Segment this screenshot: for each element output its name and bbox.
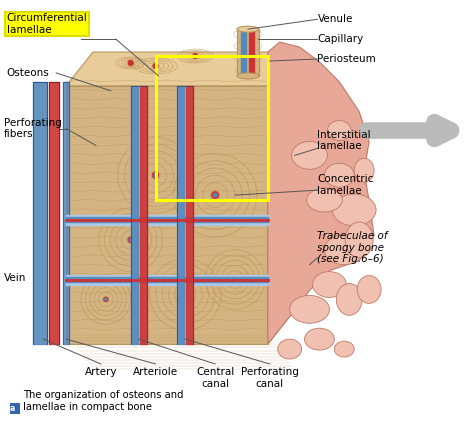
Polygon shape [268, 42, 374, 344]
Ellipse shape [324, 235, 364, 265]
Polygon shape [66, 52, 295, 86]
Ellipse shape [305, 328, 334, 350]
Circle shape [233, 277, 237, 282]
Polygon shape [268, 52, 295, 344]
Text: Interstitial
lamellae: Interstitial lamellae [318, 130, 371, 151]
Circle shape [128, 61, 133, 65]
Text: Perforating
fibers: Perforating fibers [3, 118, 62, 139]
Bar [9, 403, 20, 414]
Ellipse shape [237, 26, 259, 32]
Circle shape [105, 298, 107, 301]
Circle shape [154, 174, 157, 177]
Circle shape [153, 64, 158, 69]
Circle shape [182, 292, 188, 297]
Ellipse shape [324, 163, 354, 187]
Circle shape [193, 53, 198, 59]
Bar [237, 29, 259, 76]
Circle shape [104, 297, 108, 301]
Ellipse shape [292, 141, 328, 169]
Text: a: a [10, 404, 15, 413]
Text: Perforating
canal: Perforating canal [241, 367, 299, 389]
Polygon shape [66, 86, 268, 344]
Circle shape [213, 193, 217, 197]
Text: Venule: Venule [318, 14, 353, 24]
Text: Trabeculae of
spongy bone
(see Fig.6–6): Trabeculae of spongy bone (see Fig.6–6) [318, 231, 388, 264]
Ellipse shape [290, 296, 329, 323]
Ellipse shape [332, 194, 376, 226]
Text: Central
canal: Central canal [196, 367, 234, 389]
Circle shape [129, 239, 132, 241]
Ellipse shape [278, 339, 301, 359]
Text: Concentric
lamellae: Concentric lamellae [318, 174, 374, 196]
Ellipse shape [312, 272, 346, 297]
Ellipse shape [237, 73, 259, 79]
Circle shape [212, 192, 219, 198]
Ellipse shape [337, 283, 362, 315]
Ellipse shape [345, 222, 373, 258]
Text: Artery: Artery [85, 367, 117, 377]
Ellipse shape [357, 276, 381, 304]
Text: Vein: Vein [3, 272, 26, 282]
Ellipse shape [328, 120, 351, 141]
Bar [155, 56, 268, 200]
Text: Capillary: Capillary [318, 34, 364, 44]
Ellipse shape [334, 341, 354, 357]
Text: The organization of osteons and
lamellae in compact bone: The organization of osteons and lamellae… [23, 390, 184, 412]
Text: Periosteum: Periosteum [318, 54, 376, 64]
Circle shape [234, 278, 236, 281]
Ellipse shape [307, 188, 342, 212]
Bar [131, 86, 146, 344]
Circle shape [184, 293, 187, 296]
Bar [177, 86, 193, 344]
Text: Arteriole: Arteriole [133, 367, 178, 377]
Text: Osteons: Osteons [7, 68, 49, 78]
Circle shape [128, 237, 133, 242]
Circle shape [153, 172, 159, 178]
Ellipse shape [354, 158, 374, 182]
Text: Circumferential
lamellae: Circumferential lamellae [7, 13, 87, 35]
